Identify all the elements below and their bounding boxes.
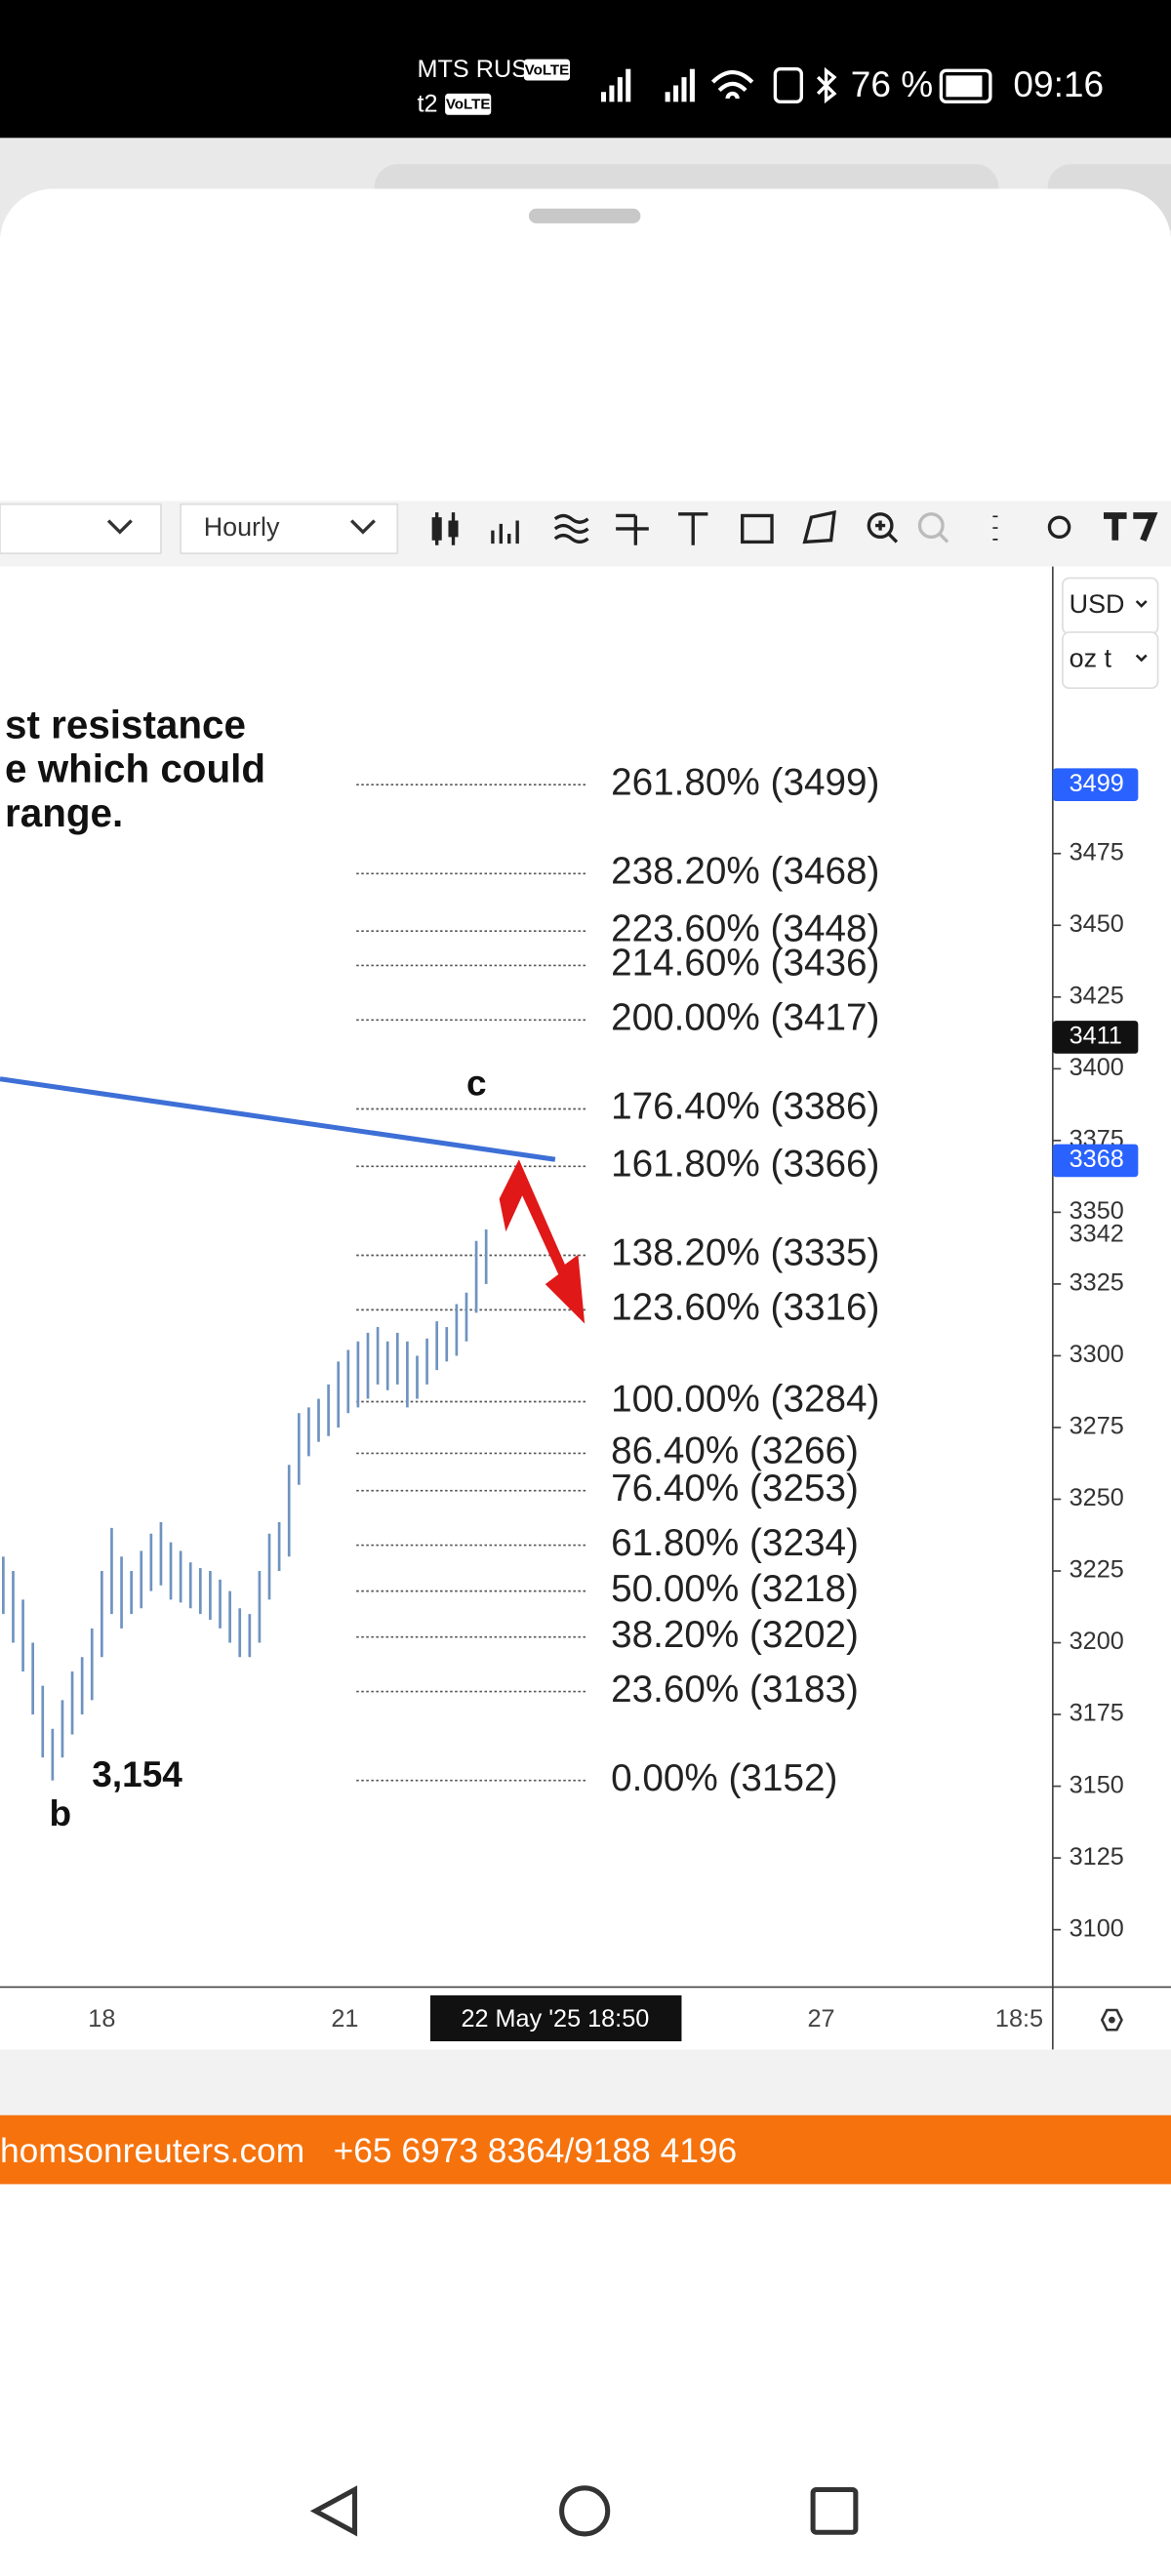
- battery-icon: [939, 68, 992, 104]
- carrier: t2: [417, 90, 437, 117]
- price-badge: [1052, 1021, 1139, 1054]
- plot: 3100 3125 3150 3175 3200 3225 3250 3275 3300 3325…: [2, 761, 1124, 1942]
- carrier: MTS RUS: [417, 56, 528, 83]
- y-tick-label: 3200: [1070, 1628, 1124, 1655]
- price-label: 3342: [1070, 1221, 1124, 1248]
- fib-label: 61.80% (3234): [611, 1522, 859, 1564]
- battery-percent: 76 %: [851, 63, 933, 104]
- annotation: range.: [5, 790, 123, 835]
- price-badge: [1052, 768, 1139, 801]
- toolbar-icons[interactable]: [431, 509, 1158, 545]
- unit: oz t: [1070, 644, 1112, 673]
- settings-dot: [1109, 2016, 1115, 2024]
- low-label: 3,154: [92, 1753, 182, 1794]
- y-tick-label: 3400: [1070, 1054, 1124, 1081]
- spacer: [0, 2049, 1171, 2115]
- nav-back[interactable]: [309, 2485, 358, 2537]
- price-label: 3368: [1070, 1146, 1124, 1173]
- fib-label: 200.00% (3417): [611, 997, 879, 1039]
- y-tick-label: 3150: [1070, 1771, 1124, 1798]
- y-tick-label: 3325: [1070, 1269, 1124, 1297]
- fib-label: 138.20% (3335): [611, 1232, 879, 1274]
- fib-label: 100.00% (3284): [611, 1379, 879, 1421]
- y-tick-label: 3275: [1070, 1413, 1124, 1440]
- fib-label: 223.60% (3448): [611, 907, 879, 949]
- y-tick-label: 3125: [1070, 1843, 1124, 1871]
- sheet: [0, 188, 1171, 2575]
- symbol-select[interactable]: [0, 503, 162, 555]
- x-tick-label: 22 May '25 18:50: [461, 2005, 649, 2033]
- clock: 09:16: [1013, 63, 1104, 104]
- nav-home[interactable]: [559, 2485, 611, 2537]
- banner: [0, 2114, 1171, 2185]
- price-label: 3411: [1070, 1023, 1122, 1050]
- signal-icons: [600, 66, 837, 104]
- x-tick-label: 21: [331, 2005, 358, 2033]
- fib-label: 123.60% (3316): [611, 1287, 879, 1329]
- crosshair-date-box: [429, 1994, 682, 2042]
- y-tick-label: 3175: [1070, 1700, 1124, 1727]
- wave-label: c: [466, 1062, 487, 1103]
- volte: VoLTE: [446, 97, 491, 113]
- fib-label: 23.60% (3183): [611, 1669, 859, 1711]
- annotation: st resistance: [5, 702, 246, 746]
- chevron: [106, 519, 133, 535]
- status-bar: [0, 0, 1171, 139]
- fib-label: 0.00% (3152): [611, 1757, 837, 1799]
- y-tick-label: 3250: [1070, 1484, 1124, 1511]
- volte: VoLTE: [525, 61, 570, 78]
- fib-label: 50.00% (3218): [611, 1568, 859, 1610]
- price-badge: [1052, 1144, 1139, 1178]
- arrow: [499, 1159, 586, 1324]
- price-badge: [1064, 1222, 1130, 1249]
- fib-label: 214.60% (3436): [611, 943, 879, 985]
- nav-recents[interactable]: [810, 2486, 859, 2535]
- interval: Hourly: [204, 512, 280, 542]
- toolbar: [0, 501, 1171, 567]
- y-tick-label: 3450: [1070, 910, 1124, 938]
- chevron: [1135, 600, 1148, 663]
- chevron: [349, 519, 376, 535]
- battery-level: [946, 75, 983, 98]
- volte-badge: [523, 59, 571, 81]
- fib-label: 176.40% (3386): [611, 1086, 879, 1128]
- currency: USD: [1070, 589, 1125, 619]
- x-tick-label: 18:5: [995, 2005, 1043, 2033]
- fib-label: 261.80% (3499): [611, 761, 879, 803]
- y-tick-label: 3350: [1070, 1197, 1124, 1225]
- y-tick-label: 3425: [1070, 982, 1124, 1009]
- fib-label: 38.20% (3202): [611, 1614, 859, 1656]
- unit-select[interactable]: [1062, 631, 1159, 690]
- y-tick-label: 3300: [1070, 1341, 1124, 1368]
- y-tick-label: 3100: [1070, 1914, 1124, 1942]
- fib-label: 238.20% (3468): [611, 851, 879, 893]
- price-label: 3499: [1070, 770, 1124, 797]
- fib-label: 86.40% (3266): [611, 1430, 859, 1472]
- x-tick-label: 27: [807, 2005, 834, 2033]
- drag-handle[interactable]: [528, 208, 641, 223]
- y-tick-label: 3475: [1070, 838, 1124, 865]
- settings-icon[interactable]: [1100, 2008, 1123, 2032]
- annotation: e which could: [5, 746, 265, 791]
- x-tick-label: 18: [88, 2005, 115, 2033]
- volte-badge: [445, 93, 492, 115]
- banner-text: homsonreuters.com +65 6973 8364/9188 419…: [0, 2132, 737, 2170]
- trend-line: [0, 1076, 556, 1162]
- wave-label: b: [49, 1792, 71, 1833]
- fib-label: 161.80% (3366): [611, 1144, 879, 1186]
- y-tick-label: 3225: [1070, 1556, 1124, 1584]
- fib-label: 76.40% (3253): [611, 1468, 859, 1509]
